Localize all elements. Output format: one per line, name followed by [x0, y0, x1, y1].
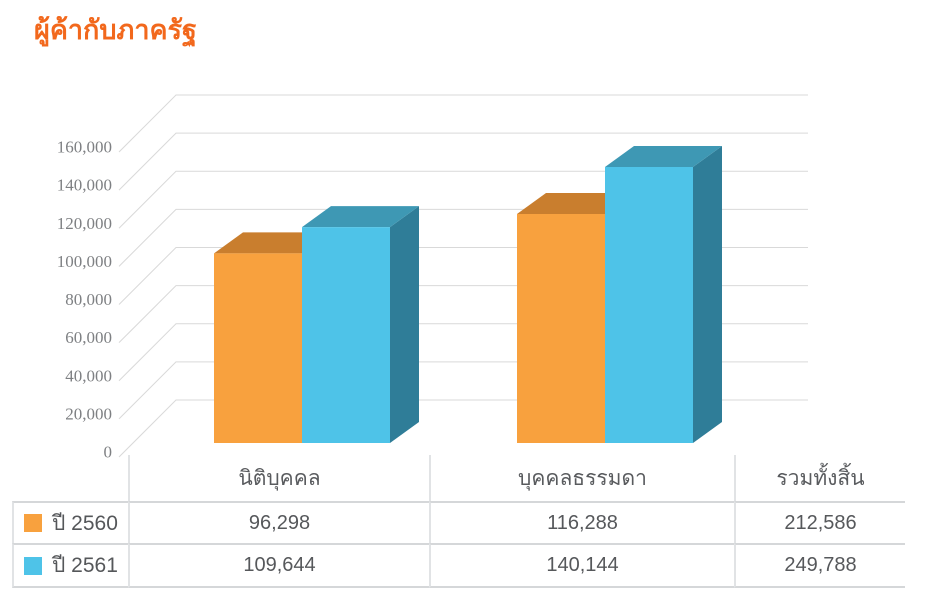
legend-label-2561: ปี 2561	[52, 554, 118, 577]
bar-chart-3d: 0 20,000 40,000 60,000 80,000 100,000 120,000 1…	[57, 94, 808, 461]
value-cell-2560-nitibukkhol: 96,298	[128, 501, 429, 543]
bar-front-face	[302, 227, 390, 443]
bar-top-face	[517, 192, 634, 214]
table-corner-cell	[12, 455, 128, 501]
page-title: ผู้ค้ากับภาครัฐ	[34, 15, 197, 45]
y-axis-tick-label: 20,000	[65, 404, 112, 423]
value-cell-2561-bukkhontammada: 140,144	[429, 543, 734, 588]
legend-item-2561: ปี 2561	[12, 543, 128, 588]
data-table: นิติบุคคล บุคคลธรรมดา รวมทั้งสิ้น ปี 256…	[12, 455, 905, 588]
bar-side-face	[390, 206, 419, 443]
bar-top-face	[605, 146, 722, 168]
bar-front-face	[517, 213, 605, 443]
column-header-total: รวมทั้งสิ้น	[734, 455, 905, 501]
y-axis-tick-label: 40,000	[65, 366, 112, 385]
y-axis-tick-label: 60,000	[65, 328, 112, 347]
legend-item-2560: ปี 2560	[12, 501, 128, 543]
column-header-bukkhontammada: บุคคลธรรมดา	[429, 455, 734, 501]
y-axis-tick-label: 80,000	[65, 290, 112, 309]
bar-front-face	[214, 253, 302, 443]
gridline	[118, 132, 808, 191]
bar-2561-cat0	[302, 206, 419, 443]
value-cell-2561-nitibukkhol: 109,644	[128, 543, 429, 588]
y-axis-tick-label: 160,000	[57, 138, 112, 157]
bar-2561-cat1	[605, 146, 722, 443]
y-axis-tick-label: 120,000	[57, 214, 112, 233]
bar-top-face	[214, 232, 331, 254]
gridline	[118, 170, 808, 229]
bar-side-face	[693, 146, 722, 443]
y-axis-tick-label: 140,000	[57, 176, 112, 195]
value-cell-2561-total: 249,788	[734, 543, 905, 588]
y-axis-tick-label: 100,000	[57, 252, 112, 271]
value-cell-2560-bukkhontammada: 116,288	[429, 501, 734, 543]
column-header-nitibukkhol: นิติบุคคล	[128, 455, 429, 501]
value-cell-2560-total: 212,586	[734, 501, 905, 543]
legend-label-2560: ปี 2560	[52, 511, 118, 535]
gridline	[118, 94, 808, 153]
bar-front-face	[605, 167, 693, 443]
y-axis-tick-label: 0	[104, 443, 113, 461]
bar-top-face	[302, 206, 419, 228]
legend-swatch-2561	[24, 556, 42, 575]
legend-swatch-2560	[24, 514, 42, 532]
